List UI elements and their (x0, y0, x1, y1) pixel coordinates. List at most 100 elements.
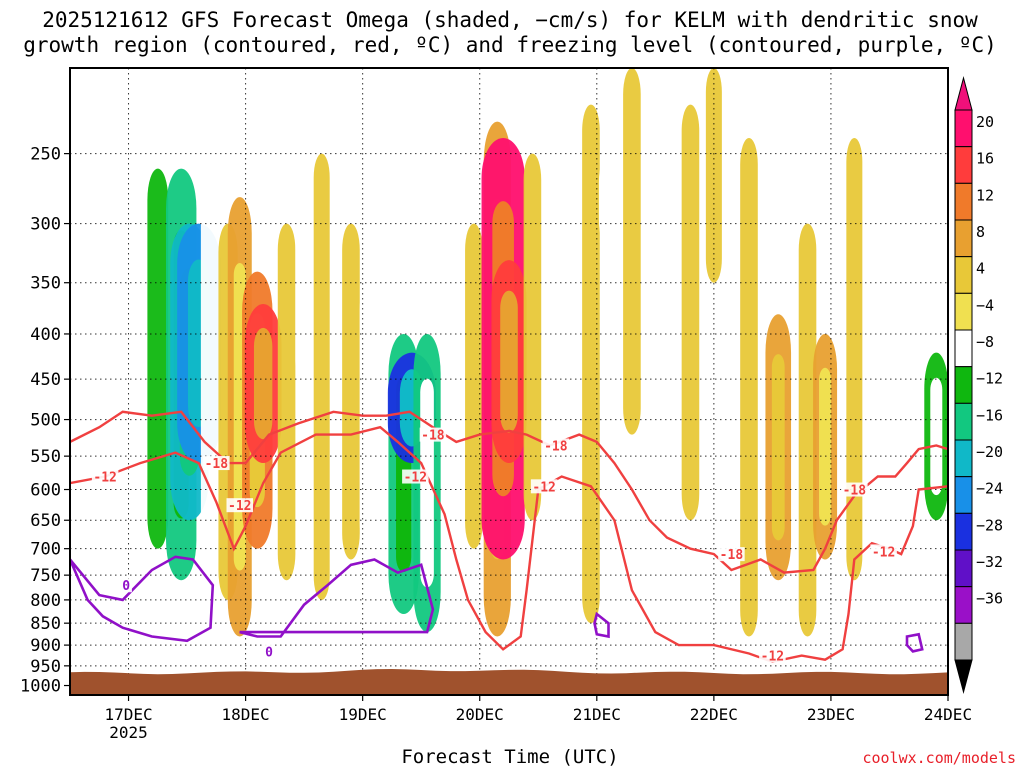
dgz-label-8: -12 (761, 650, 784, 665)
dgz-label-1-bg (402, 469, 429, 484)
colorbar-swatch-4 (954, 256, 973, 294)
y-tick-label-300: 300 (30, 215, 61, 235)
freezing-level-contour-2 (593, 611, 610, 639)
omega-band-34 (798, 223, 817, 637)
colorbar-label-12: −32 (976, 553, 1003, 571)
omega-band-5 (200, 153, 221, 560)
omega-band-1 (147, 168, 169, 549)
y-tick-label-650: 650 (30, 511, 61, 531)
colorbar-swatch-1 (954, 146, 973, 184)
dgz-contour-label-1-bg (203, 456, 230, 471)
colorbar-swatch-7 (954, 366, 973, 404)
omega-band-36 (846, 137, 863, 581)
y-tick-label-350: 350 (30, 274, 61, 294)
x-tick-label-22DEC: 22DEC (690, 705, 738, 724)
omega-band-12 (313, 153, 330, 600)
y-tick-label-450: 450 (30, 370, 61, 390)
y-tick-label-850: 850 (30, 614, 61, 634)
terrain-ground (70, 669, 948, 695)
colorbar-label-10: −24 (976, 480, 1003, 498)
colorbar-label-11: −28 (976, 516, 1003, 534)
dgz-label-2-bg (542, 438, 570, 453)
x-tick-label-21DEC: 21DEC (573, 705, 621, 724)
dgz-label-8-bg (759, 648, 786, 663)
x-axis: 17DEC 18DEC 19DEC 20DEC 21DEC 22DEC 23DEC 24DEC… (104, 695, 972, 742)
freezing-level-label-1-bg (263, 644, 275, 659)
x-year-label: 2025 (109, 723, 148, 742)
x-tick-label-19DEC: 19DEC (339, 705, 387, 724)
y-tick-label-950: 950 (30, 657, 61, 677)
colorbar-swatch-10 (954, 476, 973, 514)
colorbar-label-8: −16 (976, 406, 1003, 424)
colorbar-label-0: 20 (976, 113, 994, 131)
omega-band-30 (681, 104, 700, 521)
freezing-level-contour-3 (905, 632, 924, 653)
colorbar-swatch-3 (954, 219, 973, 258)
colorbar-swatch-11 (954, 512, 973, 551)
x-tick-label-24DEC: 24DEC (924, 705, 972, 724)
dgz-label-6-bg (841, 482, 868, 497)
omega-band-10 (277, 223, 296, 581)
y-tick-label-400: 400 (30, 325, 61, 345)
omega-band-38 (909, 223, 928, 560)
colorbar-label-2: 12 (976, 186, 994, 204)
omega-band-inner-9 (253, 327, 273, 440)
omega-band-25 (552, 248, 571, 624)
dgz-label-5: -18 (720, 548, 744, 563)
omega-band-31 (705, 68, 722, 283)
y-tick-label-800: 800 (30, 591, 61, 611)
dgz-label-6: -18 (843, 484, 867, 499)
y-tick-label-700: 700 (30, 540, 61, 560)
y-tick-label-600: 600 (30, 481, 61, 501)
dgz-label-5-bg (718, 547, 745, 562)
x-tick-label-17DEC: 17DEC (104, 705, 152, 724)
omega-band-29 (652, 68, 670, 353)
omega-band-37 (886, 68, 905, 272)
colorbar-label-1: 16 (976, 150, 994, 168)
omega-band-27 (598, 153, 619, 249)
dgz-label-2: -18 (544, 440, 568, 455)
freezing-level-contour-1 (239, 558, 435, 638)
x-tick-label-20DEC: 20DEC (456, 705, 504, 724)
omega-shading-layer (125, 68, 948, 637)
dgz-label-3-bg (530, 479, 558, 494)
colorbar-swatch-14 (954, 622, 973, 661)
x-axis-label: Forecast Time (UTC) (401, 746, 618, 768)
omega-band-13 (342, 223, 360, 560)
colorbar-label-9: −20 (976, 443, 1003, 461)
colorbar-swatch-13 (954, 586, 973, 624)
omega-band-20 (465, 223, 483, 549)
omega-band-0 (125, 104, 144, 581)
credit-text: coolwx.com/models (862, 749, 1016, 767)
chart-title-line-2: growth region (contoured, red, ºC) and f… (23, 33, 997, 57)
y-tick-label-750: 750 (30, 566, 61, 586)
y-tick-label-250: 250 (30, 145, 61, 165)
omega-band-24 (523, 153, 542, 521)
freezing-level-label-0-bg (120, 578, 132, 593)
freezing-level-contour-0 (70, 555, 215, 643)
x-tick-label-18DEC: 18DEC (222, 705, 270, 724)
colorbar-swatch-8 (954, 402, 973, 441)
colorbar: 20 16 12 8 4 −4 −8 −12 −16 −20 −24 −28 −32 −36 (954, 76, 1003, 694)
colorbar-label-5: −4 (976, 296, 994, 314)
omega-band-32 (740, 137, 758, 637)
colorbar-swatch-9 (954, 439, 973, 478)
dgz-label-1: -12 (404, 471, 427, 486)
colorbar-label-3: 8 (976, 223, 985, 241)
colorbar-label-13: −36 (976, 590, 1003, 608)
contour-layer: -12 -18 -18 -12 -18 -12 -12 -18 -18 -12 -12 0 0 (70, 410, 948, 665)
y-tick-label-550: 550 (30, 447, 61, 467)
colorbar-bottom-arrow (954, 659, 973, 694)
dgz-label-0: -18 (421, 429, 445, 444)
dgz-contour-label-0: -12 (93, 471, 116, 486)
plot-frame (69, 67, 949, 696)
colorbar-swatch-0 (954, 109, 973, 148)
grid-layer (70, 68, 948, 695)
colorbar-swatch-5 (954, 292, 973, 331)
y-tick-label-500: 500 (30, 411, 61, 431)
dgz-label-4: -12 (228, 499, 251, 514)
omega-band-inner-23 (500, 290, 518, 433)
dgz-contour-label-1: -18 (205, 457, 229, 472)
